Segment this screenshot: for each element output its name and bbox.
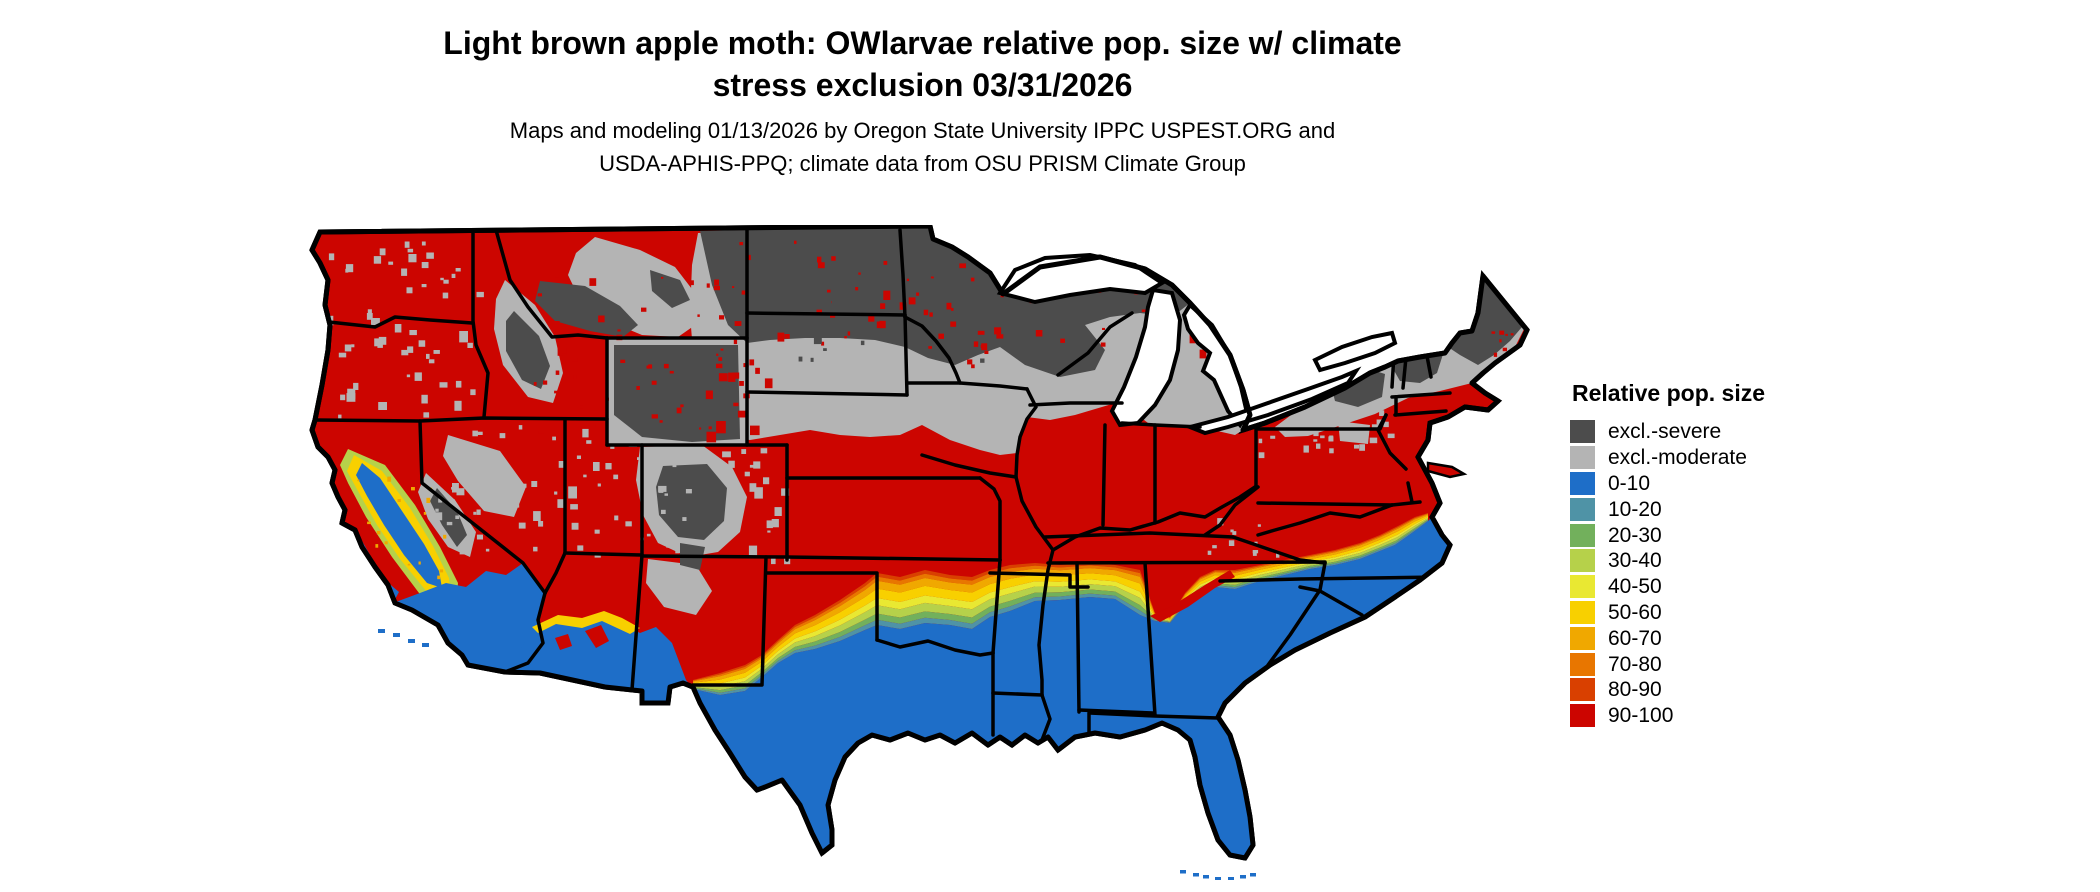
legend-item: 10-20: [1570, 496, 1900, 522]
overlay-az-gold-fringe: [532, 611, 640, 634]
legend-swatch: [1570, 497, 1595, 521]
florida-keys-dot: [1240, 875, 1246, 879]
zone-arizona-south-blue: [506, 615, 693, 703]
legend-item-label: 80-90: [1608, 678, 1662, 702]
zone-south-blue: [693, 517, 1450, 858]
zone-maine-severe: [1440, 280, 1522, 365]
legend-item-label: 90-100: [1608, 704, 1674, 728]
legend-swatch: [1570, 678, 1595, 702]
legend-swatch: [1570, 575, 1595, 599]
speckles-gray-co-nm: [637, 448, 791, 565]
speckles-red-mt-id: [533, 274, 740, 434]
florida-keys-dot: [1228, 877, 1234, 880]
zone-montana-south-severe: [650, 270, 690, 308]
legend-item-label: 60-70: [1608, 626, 1662, 650]
legend-swatch: [1570, 471, 1595, 495]
figure-title-line2: stress exclusion 03/31/2026: [712, 67, 1133, 103]
legend-items: excl.-severe excl.-moderate 0-10 10-20 20-30…: [1570, 419, 1900, 729]
legend-item-label: 50-60: [1608, 600, 1662, 624]
legend-swatch: [1570, 652, 1595, 676]
lake-ontario: [1312, 330, 1398, 373]
zone-catskills-moderate: [1338, 421, 1370, 444]
overlay-sky-island-red-1: [585, 625, 609, 648]
legend-item: excl.-severe: [1570, 419, 1900, 445]
us-outline-stroke: [309, 225, 1530, 861]
zone-socal-desert-blue: [393, 563, 545, 672]
legend-item-label: 10-20: [1608, 497, 1662, 521]
legend-item: 20-30: [1570, 522, 1900, 548]
zone-nevada-moderate: [443, 435, 526, 517]
legend-title: Relative pop. size: [1572, 380, 1766, 406]
channel-island-dot: [378, 629, 385, 633]
legend-swatch: [1570, 626, 1595, 650]
overlay-smokies-red-tongue: [1150, 570, 1235, 622]
legend-item: 30-40: [1570, 548, 1900, 574]
figure-title: Light brown apple moth: OWlarvae relativ…: [0, 22, 1845, 106]
speckles-dark-in-moderate: [730, 287, 985, 363]
legend-item: 50-60: [1570, 600, 1900, 626]
zone-new-mexico-moderate: [646, 559, 712, 615]
legend-item: 90-100: [1570, 703, 1900, 729]
zone-central-valley-blue: [356, 463, 442, 588]
zone-sierra-severe: [430, 488, 467, 547]
legend-item: 0-10: [1570, 471, 1900, 497]
legend-item: excl.-moderate: [1570, 445, 1900, 471]
florida-keys-dot: [1250, 873, 1256, 877]
legend-item: 40-50: [1570, 574, 1900, 600]
speckles-red-w-nebraska: [705, 363, 773, 443]
zone-colorado-severe: [656, 464, 727, 540]
florida-keys-dot: [1203, 875, 1209, 879]
channel-island-dot: [393, 633, 400, 637]
legend-swatch: [1570, 704, 1595, 728]
long-island: [1426, 461, 1468, 479]
legend-swatch: [1570, 523, 1595, 547]
legend-swatch: [1570, 446, 1595, 470]
florida-keys-dot: [1193, 873, 1199, 877]
figure-title-line1: Light brown apple moth: OWlarvae relativ…: [443, 25, 1402, 61]
legend-item-label: 20-30: [1608, 523, 1662, 547]
legend-item: 60-70: [1570, 625, 1900, 651]
zone-wyoming-severe: [614, 345, 740, 442]
channel-island-dot: [422, 643, 429, 647]
figure-subtitle-line1: Maps and modeling 01/13/2026 by Oregon S…: [509, 118, 1336, 143]
legend-swatch: [1570, 549, 1595, 573]
us-map: [309, 225, 1530, 880]
legend-item: 80-90: [1570, 677, 1900, 703]
figure-subtitle-line2: USDA-APHIS-PPQ; climate data from OSU PR…: [599, 151, 1246, 176]
channel-island-dot: [408, 639, 415, 643]
zone-idaho-severe: [506, 311, 550, 389]
legend-item-label: excl.-severe: [1608, 420, 1722, 444]
legend-item-label: 40-50: [1608, 575, 1662, 599]
speckles-gray-nv-ut: [435, 425, 638, 558]
state-borders: [313, 228, 1452, 742]
legend: Relative pop. size excl.-severe excl.-mod…: [1570, 380, 1900, 729]
legend-item: 70-80: [1570, 651, 1900, 677]
florida-keys-dot: [1215, 877, 1221, 880]
lake-erie: [1183, 366, 1362, 436]
legend-item-label: excl.-moderate: [1608, 446, 1747, 470]
zone-montana-west-severe: [535, 281, 638, 337]
legend-swatch: [1570, 420, 1595, 444]
legend-swatch: [1570, 600, 1595, 624]
speckles-gray-in-pnw: [325, 241, 484, 419]
overlay-sky-island-red-2: [555, 634, 572, 650]
legend-item-label: 0-10: [1608, 471, 1651, 495]
florida-keys-dot: [1180, 870, 1186, 874]
legend-item-label: 30-40: [1608, 549, 1662, 573]
figure-subtitle: Maps and modeling 01/13/2026 by Oregon S…: [0, 114, 1845, 180]
legend-item-label: 70-80: [1608, 652, 1662, 676]
